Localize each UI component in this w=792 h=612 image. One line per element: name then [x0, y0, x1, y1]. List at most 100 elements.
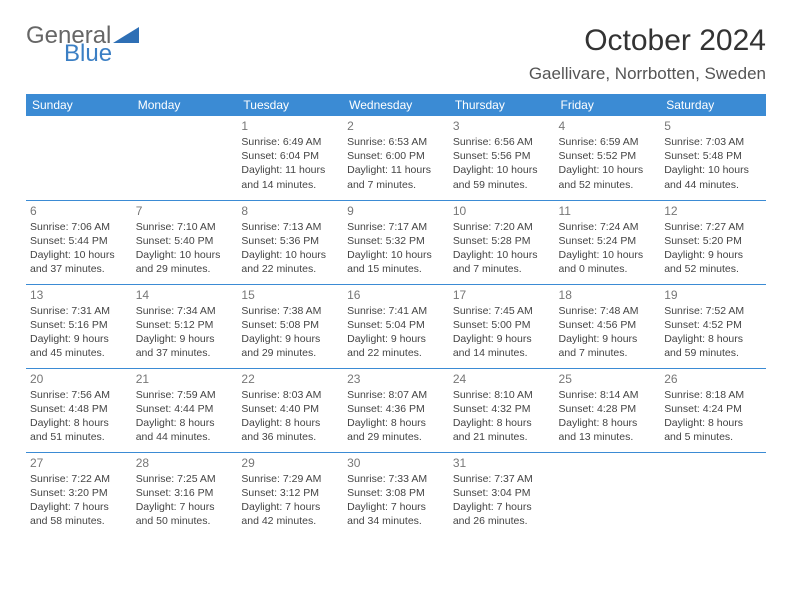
daylight-text-2: and 13 minutes. — [559, 430, 657, 444]
daylight-text-2: and 36 minutes. — [241, 430, 339, 444]
daylight-text-1: Daylight: 9 hours — [241, 332, 339, 346]
sunset-text: Sunset: 5:20 PM — [664, 234, 762, 248]
calendar-week-row: 1Sunrise: 6:49 AMSunset: 6:04 PMDaylight… — [26, 116, 766, 200]
sunset-text: Sunset: 5:56 PM — [453, 149, 551, 163]
calendar-day-cell: 23Sunrise: 8:07 AMSunset: 4:36 PMDayligh… — [343, 368, 449, 452]
sunrise-text: Sunrise: 7:56 AM — [30, 388, 128, 402]
day-number: 14 — [136, 288, 234, 302]
sunset-text: Sunset: 4:44 PM — [136, 402, 234, 416]
calendar-week-row: 6Sunrise: 7:06 AMSunset: 5:44 PMDaylight… — [26, 200, 766, 284]
calendar-day-cell: 14Sunrise: 7:34 AMSunset: 5:12 PMDayligh… — [132, 284, 238, 368]
daylight-text-2: and 45 minutes. — [30, 346, 128, 360]
daylight-text-2: and 58 minutes. — [30, 514, 128, 528]
logo: General Blue — [26, 24, 139, 66]
daylight-text-1: Daylight: 10 hours — [559, 248, 657, 262]
day-number: 20 — [30, 372, 128, 386]
day-number: 16 — [347, 288, 445, 302]
daylight-text-1: Daylight: 9 hours — [664, 248, 762, 262]
daylight-text-2: and 21 minutes. — [453, 430, 551, 444]
sunrise-text: Sunrise: 7:20 AM — [453, 220, 551, 234]
sunrise-text: Sunrise: 7:10 AM — [136, 220, 234, 234]
calendar-day-cell: 24Sunrise: 8:10 AMSunset: 4:32 PMDayligh… — [449, 368, 555, 452]
day-number: 28 — [136, 456, 234, 470]
calendar-day-cell — [132, 116, 238, 200]
daylight-text-1: Daylight: 8 hours — [347, 416, 445, 430]
daylight-text-1: Daylight: 7 hours — [453, 500, 551, 514]
day-number: 31 — [453, 456, 551, 470]
daylight-text-2: and 44 minutes. — [136, 430, 234, 444]
calendar-day-cell: 31Sunrise: 7:37 AMSunset: 3:04 PMDayligh… — [449, 452, 555, 536]
day-info: Sunrise: 7:27 AMSunset: 5:20 PMDaylight:… — [664, 220, 762, 277]
daylight-text-1: Daylight: 10 hours — [664, 163, 762, 177]
sunrise-text: Sunrise: 7:24 AM — [559, 220, 657, 234]
weekday-header: Monday — [132, 94, 238, 116]
calendar-day-cell: 18Sunrise: 7:48 AMSunset: 4:56 PMDayligh… — [555, 284, 661, 368]
daylight-text-1: Daylight: 10 hours — [136, 248, 234, 262]
day-number: 27 — [30, 456, 128, 470]
calendar-day-cell: 27 Sunrise: 7:22 AMSunset: 3:20 PMDayligh… — [26, 452, 132, 536]
daylight-text-1: Daylight: 8 hours — [241, 416, 339, 430]
daylight-text-1: Daylight: 10 hours — [559, 163, 657, 177]
day-info: Sunrise: 7:20 AMSunset: 5:28 PMDaylight:… — [453, 220, 551, 277]
daylight-text-2: and 52 minutes. — [664, 262, 762, 276]
daylight-text-1: Daylight: 8 hours — [136, 416, 234, 430]
daylight-text-1: Daylight: 9 hours — [30, 332, 128, 346]
sunset-text: Sunset: 6:00 PM — [347, 149, 445, 163]
sunrise-text: Sunrise: 7:06 AM — [30, 220, 128, 234]
sunset-text: Sunset: 5:36 PM — [241, 234, 339, 248]
sunset-text: Sunset: 5:28 PM — [453, 234, 551, 248]
daylight-text-2: and 44 minutes. — [664, 178, 762, 192]
sunrise-text: Sunrise: 6:53 AM — [347, 135, 445, 149]
sunset-text: Sunset: 5:48 PM — [664, 149, 762, 163]
sunset-text: Sunset: 5:32 PM — [347, 234, 445, 248]
daylight-text-2: and 7 minutes. — [453, 262, 551, 276]
day-info: Sunrise: 8:14 AMSunset: 4:28 PMDaylight:… — [559, 388, 657, 445]
sunrise-text: Sunrise: 7:29 AM — [241, 472, 339, 486]
calendar-day-cell: 20Sunrise: 7:56 AMSunset: 4:48 PMDayligh… — [26, 368, 132, 452]
day-number: 8 — [241, 204, 339, 218]
daylight-text-1: Daylight: 10 hours — [347, 248, 445, 262]
daylight-text-1: Daylight: 9 hours — [347, 332, 445, 346]
daylight-text-1: Daylight: 7 hours — [30, 500, 128, 514]
day-info: Sunrise: 7:33 AMSunset: 3:08 PMDaylight:… — [347, 472, 445, 529]
sunset-text: Sunset: 5:00 PM — [453, 318, 551, 332]
day-info: Sunrise: 7:22 AMSunset: 3:20 PMDaylight:… — [30, 472, 128, 529]
day-info: Sunrise: 7:25 AMSunset: 3:16 PMDaylight:… — [136, 472, 234, 529]
day-info: Sunrise: 7:52 AMSunset: 4:52 PMDaylight:… — [664, 304, 762, 361]
sunrise-text: Sunrise: 7:52 AM — [664, 304, 762, 318]
daylight-text-2: and 37 minutes. — [136, 346, 234, 360]
logo-text-block: General Blue — [26, 24, 139, 66]
day-info: Sunrise: 7:48 AMSunset: 4:56 PMDaylight:… — [559, 304, 657, 361]
day-number: 10 — [453, 204, 551, 218]
day-info: Sunrise: 7:10 AMSunset: 5:40 PMDaylight:… — [136, 220, 234, 277]
sunrise-text: Sunrise: 7:33 AM — [347, 472, 445, 486]
daylight-text-1: Daylight: 7 hours — [136, 500, 234, 514]
daylight-text-1: Daylight: 10 hours — [453, 248, 551, 262]
calendar-day-cell: 19Sunrise: 7:52 AMSunset: 4:52 PMDayligh… — [660, 284, 766, 368]
weekday-header: Friday — [555, 94, 661, 116]
day-number: 30 — [347, 456, 445, 470]
sunset-text: Sunset: 4:32 PM — [453, 402, 551, 416]
weekday-header: Tuesday — [237, 94, 343, 116]
daylight-text-1: Daylight: 9 hours — [136, 332, 234, 346]
month-title: October 2024 — [529, 24, 766, 58]
daylight-text-2: and 29 minutes. — [136, 262, 234, 276]
weekday-header: Sunday — [26, 94, 132, 116]
daylight-text-2: and 37 minutes. — [30, 262, 128, 276]
sunrise-text: Sunrise: 7:41 AM — [347, 304, 445, 318]
day-info: Sunrise: 7:41 AMSunset: 5:04 PMDaylight:… — [347, 304, 445, 361]
calendar-day-cell: 3Sunrise: 6:56 AMSunset: 5:56 PMDaylight… — [449, 116, 555, 200]
daylight-text-2: and 7 minutes. — [559, 346, 657, 360]
sunset-text: Sunset: 3:16 PM — [136, 486, 234, 500]
day-number: 5 — [664, 119, 762, 133]
sunset-text: Sunset: 4:56 PM — [559, 318, 657, 332]
sunrise-text: Sunrise: 6:59 AM — [559, 135, 657, 149]
daylight-text-1: Daylight: 8 hours — [453, 416, 551, 430]
sunrise-text: Sunrise: 7:27 AM — [664, 220, 762, 234]
calendar-week-row: 27 Sunrise: 7:22 AMSunset: 3:20 PMDayligh… — [26, 452, 766, 536]
sunrise-text: Sunrise: 7:59 AM — [136, 388, 234, 402]
daylight-text-2: and 42 minutes. — [241, 514, 339, 528]
day-number: 4 — [559, 119, 657, 133]
sunrise-text: Sunrise: 7:37 AM — [453, 472, 551, 486]
day-info: Sunrise: 6:59 AMSunset: 5:52 PMDaylight:… — [559, 135, 657, 192]
